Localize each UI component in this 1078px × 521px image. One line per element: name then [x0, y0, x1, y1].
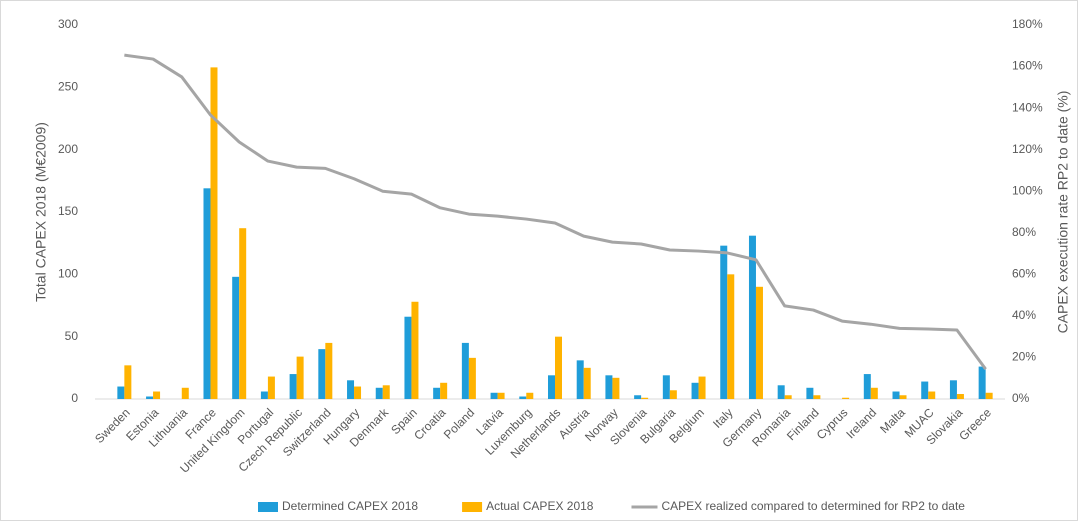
bar [325, 342, 333, 399]
bar [806, 387, 814, 399]
bar [318, 349, 326, 399]
bar [203, 188, 211, 399]
bar [411, 301, 419, 399]
bar [347, 380, 355, 399]
bar [354, 386, 362, 399]
bar [813, 395, 821, 399]
y-axis-label: Total CAPEX 2018 (M€2009) [33, 122, 49, 302]
bar [296, 356, 304, 399]
bar [239, 228, 247, 399]
bar [720, 245, 728, 399]
bar [468, 357, 476, 399]
legend-label: Actual CAPEX 2018 [486, 499, 594, 513]
bar [433, 387, 441, 399]
y2-tick-label: 40% [1012, 308, 1036, 322]
bar [260, 391, 268, 399]
y2-tick-label: 0% [1012, 391, 1030, 405]
bar [519, 396, 527, 399]
bar [612, 377, 620, 399]
bar [267, 376, 275, 399]
y2-tick-label: 100% [1012, 183, 1043, 197]
bar [497, 392, 505, 399]
bar [870, 387, 878, 399]
y2-tick-label: 20% [1012, 350, 1036, 364]
y2-axis-label: CAPEX execution rate RP2 to date (%) [1055, 91, 1071, 334]
bar [153, 391, 161, 399]
bar [669, 390, 677, 399]
bar [842, 397, 850, 399]
bar [440, 382, 448, 399]
bar [956, 394, 964, 399]
bar [748, 235, 756, 399]
bar [605, 375, 613, 399]
bar [210, 67, 218, 400]
bar [490, 392, 498, 399]
legend-swatch [258, 502, 278, 512]
bar [526, 392, 534, 399]
bar [777, 385, 785, 399]
bar [375, 387, 383, 399]
bar [863, 374, 871, 399]
bar [691, 382, 699, 399]
bar [978, 366, 986, 399]
y2-tick-label: 140% [1012, 100, 1043, 114]
legend-label: Determined CAPEX 2018 [282, 499, 418, 513]
legend-swatch [462, 502, 483, 512]
bar [548, 375, 555, 399]
bar [404, 316, 412, 399]
bar [698, 376, 706, 399]
bar [461, 342, 469, 399]
bar [289, 374, 297, 399]
bar [634, 395, 642, 399]
y-tick-label: 0 [71, 391, 78, 405]
bar [727, 274, 735, 399]
bar [899, 395, 907, 399]
bar [641, 397, 649, 399]
bar [784, 395, 792, 399]
y2-tick-label: 180% [1012, 17, 1043, 31]
bar [146, 396, 154, 399]
bar [583, 367, 591, 399]
y2-tick-label: 60% [1012, 267, 1036, 281]
bar [124, 365, 132, 399]
bar [892, 391, 900, 399]
y2-tick-label: 160% [1012, 59, 1043, 73]
bar [232, 276, 240, 399]
line [124, 53, 987, 370]
bar [921, 381, 929, 399]
y-tick-label: 250 [58, 80, 78, 94]
y2-tick-label: 120% [1012, 142, 1043, 156]
bar [382, 385, 390, 399]
y-tick-label: 100 [58, 267, 78, 281]
bar [755, 286, 763, 399]
y-tick-label: 200 [58, 142, 78, 156]
bar [949, 380, 957, 399]
bar [928, 391, 936, 399]
bar [555, 336, 562, 399]
bar [576, 360, 584, 399]
y-tick-label: 300 [58, 17, 78, 31]
bar [117, 386, 125, 399]
y-tick-label: 150 [58, 204, 78, 218]
y2-tick-label: 80% [1012, 225, 1036, 239]
bar [985, 392, 993, 399]
y-tick-label: 50 [65, 329, 79, 343]
bar [662, 375, 670, 399]
bar [181, 387, 189, 399]
legend-label: CAPEX realized compared to determined fo… [661, 499, 965, 513]
